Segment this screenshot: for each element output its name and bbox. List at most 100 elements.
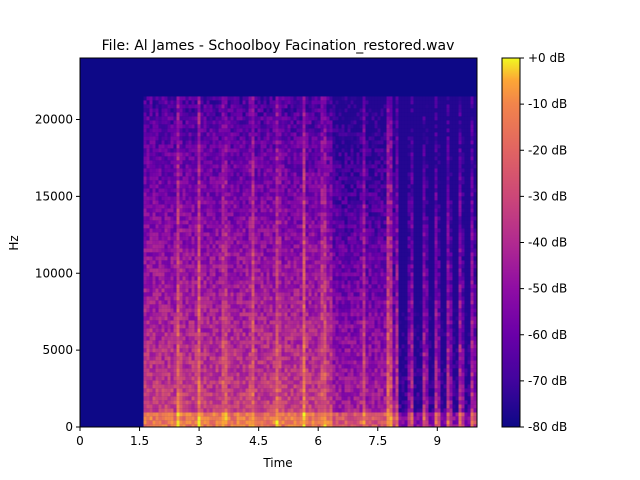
heatmap-cell — [278, 148, 282, 153]
heatmap-cell — [167, 276, 171, 281]
heatmap-cell — [236, 292, 240, 297]
heatmap-cell — [164, 236, 168, 241]
heatmap-cell — [317, 224, 321, 229]
heatmap-cell — [260, 188, 264, 193]
heatmap-cell — [176, 260, 180, 265]
heatmap-cell — [221, 196, 225, 201]
heatmap-cell — [305, 300, 309, 305]
heatmap-cell — [221, 156, 225, 161]
heatmap-cell — [191, 296, 195, 301]
heatmap-cell — [299, 292, 303, 297]
heatmap-cell — [173, 184, 177, 189]
heatmap-cell — [176, 228, 180, 233]
heatmap-cell — [146, 264, 150, 269]
heatmap-cell — [179, 140, 183, 145]
heatmap-cell — [275, 376, 279, 381]
heatmap-cell — [260, 296, 264, 301]
heatmap-cell — [254, 104, 258, 109]
heatmap-cell — [146, 372, 150, 377]
heatmap-cell — [149, 368, 153, 373]
heatmap-cell — [269, 324, 273, 329]
heatmap-cell — [302, 200, 306, 205]
heatmap-cell — [266, 372, 270, 377]
heatmap-cell — [179, 152, 183, 157]
heatmap-cell — [179, 116, 183, 121]
heatmap-cell — [311, 172, 315, 177]
heatmap-cell — [143, 112, 147, 117]
heatmap-cell — [191, 388, 195, 393]
heatmap-cell — [200, 268, 204, 273]
heatmap-cell — [227, 100, 231, 105]
heatmap-cell — [173, 192, 177, 197]
heatmap-cell — [167, 284, 171, 289]
heatmap-cell — [209, 336, 213, 341]
heatmap-cell — [170, 376, 174, 381]
heatmap-cell — [194, 392, 198, 397]
heatmap-cell — [197, 264, 201, 269]
heatmap-cell — [257, 284, 261, 289]
heatmap-cell — [230, 280, 234, 285]
heatmap-cell — [191, 144, 195, 149]
heatmap-cell — [263, 408, 267, 413]
heatmap-cell — [260, 192, 264, 197]
heatmap-cell — [251, 376, 255, 381]
heatmap-cell — [191, 140, 195, 145]
heatmap-cell — [176, 412, 180, 417]
heatmap-cell — [173, 220, 177, 225]
heatmap-cell — [203, 300, 207, 305]
heatmap-cell — [254, 296, 258, 301]
heatmap-cell — [221, 332, 225, 337]
heatmap-cell — [290, 284, 294, 289]
heatmap-cell — [305, 388, 309, 393]
heatmap-cell — [302, 248, 306, 253]
heatmap-cell — [314, 156, 318, 161]
heatmap-cell — [152, 392, 156, 397]
heatmap-cell — [167, 292, 171, 297]
heatmap-cell — [284, 368, 288, 373]
heatmap-cell — [287, 132, 291, 137]
heatmap-cell — [158, 320, 162, 325]
heatmap-cell — [272, 252, 276, 257]
heatmap-cell — [293, 216, 297, 221]
heatmap-cell — [245, 276, 249, 281]
heatmap-cell — [269, 256, 273, 261]
heatmap-cell — [224, 384, 228, 389]
heatmap-cell — [167, 308, 171, 313]
heatmap-cell — [302, 360, 306, 365]
heatmap-cell — [149, 392, 153, 397]
heatmap-cell — [224, 144, 228, 149]
heatmap-cell — [305, 236, 309, 241]
heatmap-cell — [224, 240, 228, 245]
heatmap-cell — [188, 180, 192, 185]
heatmap-cell — [194, 188, 198, 193]
heatmap-cell — [257, 328, 261, 333]
heatmap-cell — [272, 160, 276, 165]
heatmap-cell — [290, 272, 294, 277]
heatmap-cell — [251, 208, 255, 213]
heatmap-cell — [215, 116, 219, 121]
heatmap-cell — [251, 424, 255, 427]
heatmap-cell — [230, 372, 234, 377]
heatmap-cell — [197, 172, 201, 177]
heatmap-cell — [317, 372, 321, 377]
heatmap-cell — [173, 148, 177, 153]
heatmap-cell — [296, 104, 300, 109]
heatmap-cell — [182, 352, 186, 357]
heatmap-cell — [305, 256, 309, 261]
heatmap-cell — [227, 336, 231, 341]
heatmap-cell — [248, 324, 252, 329]
heatmap-cell — [167, 408, 171, 413]
heatmap-cell — [272, 396, 276, 401]
heatmap-cell — [272, 376, 276, 381]
heatmap-cell — [233, 392, 237, 397]
heatmap-cell — [293, 424, 297, 427]
heatmap-cell — [287, 104, 291, 109]
heatmap-cell — [245, 96, 249, 101]
heatmap-cell — [320, 352, 324, 357]
heatmap-cell — [218, 320, 222, 325]
heatmap-cell — [191, 112, 195, 117]
heatmap-cell — [254, 392, 258, 397]
heatmap-cell — [221, 316, 225, 321]
heatmap-cell — [206, 264, 210, 269]
heatmap-cell — [158, 276, 162, 281]
